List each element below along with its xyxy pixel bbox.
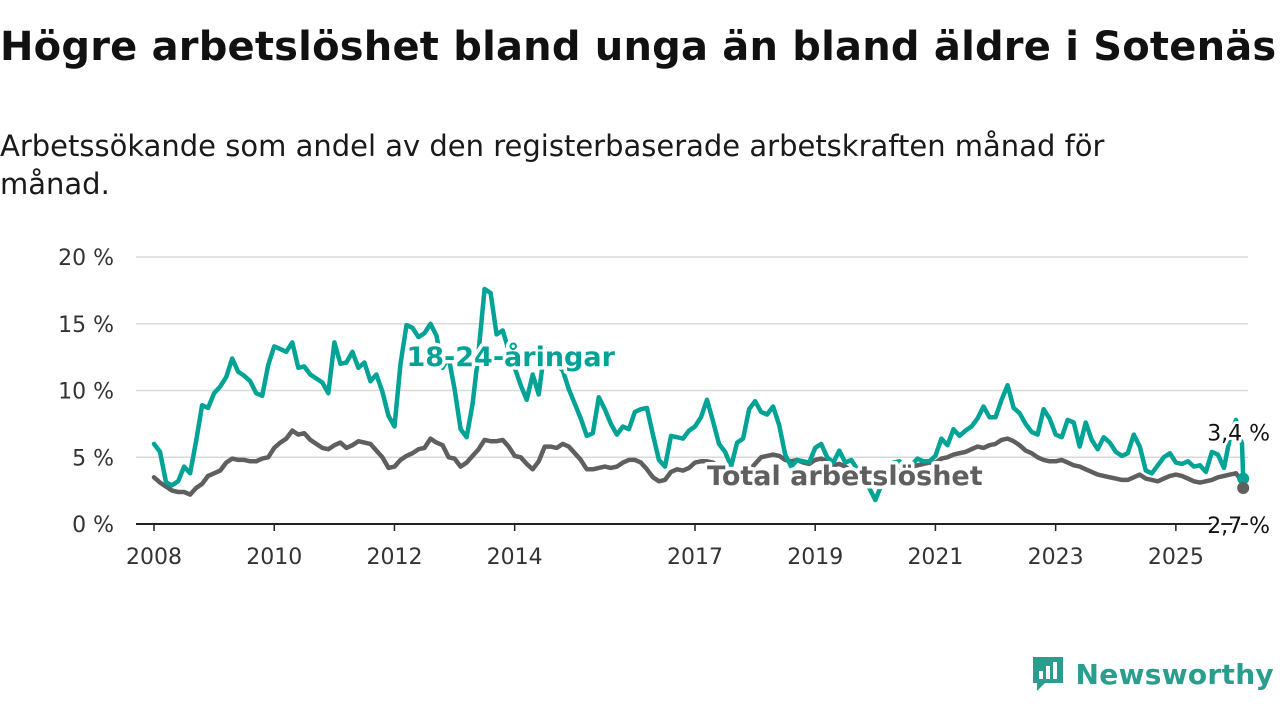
x-tick-label: 2017 — [667, 545, 723, 570]
brand-logo: Newsworthy — [1030, 654, 1274, 694]
y-tick-label: 10 % — [58, 380, 114, 405]
x-tick-label: 2010 — [246, 545, 302, 570]
x-axis-ticks: 2008 2010 2012 2014 2017 2019 2021 2023 2025 — [126, 524, 1204, 570]
youth-end-value-label: 3,4 % — [1207, 422, 1270, 447]
y-tick-label: 15 % — [58, 313, 114, 338]
grid-lines — [136, 256, 1248, 525]
x-tick-label: 2025 — [1148, 545, 1204, 570]
total-end-point — [1237, 481, 1250, 494]
x-tick-label: 2008 — [126, 545, 182, 570]
newsworthy-logo-icon — [1032, 657, 1063, 691]
youth-end-point — [1237, 472, 1250, 485]
total-series-label: Total arbetslöshet — [707, 461, 983, 492]
end-label-halo: 3,4 % — [1207, 422, 1270, 447]
chart-subtitle: Arbetssökande som andel av den registerb… — [0, 129, 1105, 201]
brand-name: Newsworthy — [1075, 657, 1274, 691]
y-tick-label: 0 % — [72, 513, 114, 538]
x-tick-label: 2021 — [907, 545, 963, 570]
youth-series-line — [151, 286, 1246, 503]
y-tick-label: 20 % — [58, 246, 114, 271]
series-label-halo: Total arbetslöshet — [707, 461, 983, 492]
x-tick-label: 2019 — [787, 545, 843, 570]
line-chart: 0 %5 %10 %15 %20 % 2008 2010 2012 2014 2017 2… — [58, 246, 1273, 570]
youth-series-label: 18-24-åringar — [406, 341, 615, 373]
series-label-halo: 18-24-åringar — [406, 341, 615, 373]
x-tick-label: 2023 — [1028, 545, 1084, 570]
x-tick-label: 2012 — [366, 545, 422, 570]
total-end-value-label: 2,7 % — [1207, 514, 1270, 539]
end-label-halo: 2,7 % — [1207, 514, 1270, 539]
x-tick-label: 2014 — [487, 545, 543, 570]
y-axis-ticks: 0 % 5 % 10 % 15 % 20 % — [58, 246, 114, 538]
series-lines — [151, 286, 1250, 503]
total-series-line — [151, 428, 1246, 497]
chart-title: Högre arbetslöshet bland unga än bland ä… — [0, 24, 1277, 70]
y-tick-label: 5 % — [72, 446, 114, 471]
